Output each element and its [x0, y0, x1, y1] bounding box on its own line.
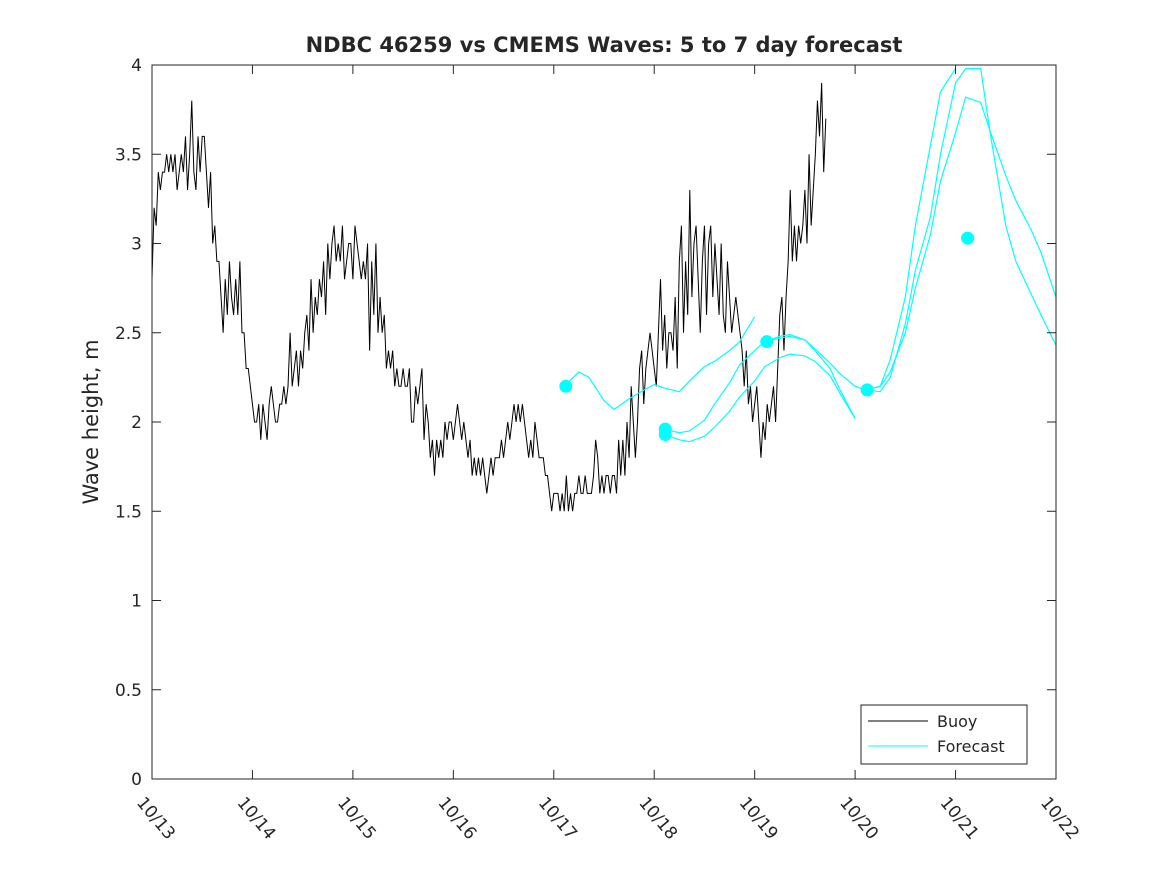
legend-label-forecast: Forecast	[937, 737, 1005, 756]
y-tick-label: 3	[131, 235, 142, 255]
y-tick-label: 2.5	[115, 324, 142, 344]
legend-box	[860, 704, 1028, 765]
series-line-forecast-1	[563, 316, 756, 411]
series-line-buoy	[151, 82, 827, 512]
series-layer	[151, 67, 1057, 512]
forecast-marker-3	[658, 428, 672, 441]
y-tick-label: 0	[131, 770, 142, 790]
series-line-forecast-6	[865, 67, 1057, 393]
y-axis-label: Wave height, m	[79, 339, 103, 504]
legend-label-buoy: Buoy	[937, 712, 977, 731]
series-line-forecast-3	[664, 353, 856, 443]
forecast-marker-1	[559, 379, 573, 393]
legend: Buoy Forecast	[860, 704, 1028, 765]
y-tick-label: 1.5	[115, 502, 142, 522]
y-tick-label: 1	[131, 592, 142, 612]
forecast-marker-5	[860, 383, 874, 397]
chart-title: NDBC 46259 vs CMEMS Waves: 5 to 7 day fo…	[306, 33, 903, 57]
plot-area	[152, 65, 1056, 779]
y-tick-label: 3.5	[115, 145, 142, 165]
forecast-marker-6	[961, 231, 975, 245]
y-tick-label: 0.5	[115, 681, 142, 701]
series-line-forecast-2	[664, 335, 856, 434]
forecast-marker-4	[760, 335, 774, 349]
y-tick-label: 4	[131, 56, 142, 76]
series-line-forecast-4	[764, 68, 957, 391]
y-tick-label: 2	[131, 413, 142, 433]
